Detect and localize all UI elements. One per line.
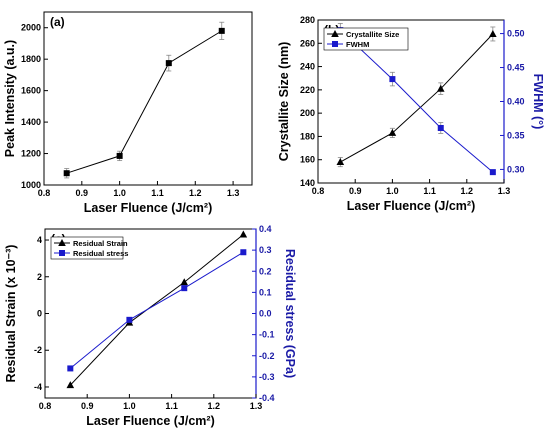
chart-b-x-tick-label: 1.1 bbox=[423, 186, 436, 196]
chart-b-y-tick-label: 160 bbox=[300, 155, 315, 165]
chart-c-y-tick-label: 0 bbox=[37, 309, 42, 319]
chart-c-x-tick-label: 0.8 bbox=[39, 401, 52, 411]
chart-a-y-tick-label: 1800 bbox=[21, 54, 41, 64]
chart-c-y-tick-label: -4 bbox=[34, 382, 42, 392]
chart-b-y-right-axis-title: FWHM (°) bbox=[531, 74, 545, 130]
chart-a-panel-label: (a) bbox=[50, 15, 65, 29]
chart-c-y-tick-label: 4 bbox=[37, 235, 42, 245]
chart-c-legend-marker bbox=[59, 250, 65, 256]
chart-c-x-tick-label: 1.0 bbox=[123, 401, 136, 411]
chart-b-y-right-tick-label: 0.30 bbox=[507, 164, 525, 174]
chart-c-y-right-tick-label: 0.4 bbox=[259, 224, 272, 234]
chart-a-x-tick-label: 0.8 bbox=[38, 188, 51, 198]
chart-c-y-right-tick-label: 0.2 bbox=[259, 266, 272, 276]
chart-b-y-tick-label: 180 bbox=[300, 131, 315, 141]
chart-b-series-0-point bbox=[336, 158, 345, 166]
chart-c-y-right-tick-label: -0.2 bbox=[259, 351, 275, 361]
chart-b-y-right-tick-label: 0.40 bbox=[507, 97, 525, 107]
chart-b-y-axis-title: Crystallite Size (nm) bbox=[277, 42, 291, 161]
chart-c-series-1-point bbox=[181, 285, 188, 292]
chart-c-y-right-tick-label: 0.3 bbox=[259, 245, 272, 255]
chart-b-y-tick-label: 140 bbox=[300, 178, 315, 188]
chart-a-x-tick-label: 1.3 bbox=[227, 188, 240, 198]
chart-a-x-axis-title: Laser Fluence (J/cm²) bbox=[84, 201, 213, 215]
chart-b-series-0-point bbox=[489, 29, 497, 37]
chart-c-legend-marker bbox=[58, 239, 66, 246]
chart-c-series-1-point bbox=[240, 249, 247, 256]
chart-c-legend-label: Residual stress bbox=[73, 249, 128, 258]
chart-c-y-right-tick-label: 0.0 bbox=[259, 309, 272, 319]
chart-b-series-1-point bbox=[389, 76, 396, 83]
chart-a-series-0-point bbox=[218, 27, 225, 34]
chart-a-x-tick-label: 1.0 bbox=[113, 188, 126, 198]
chart-b-y-right-tick-label: 0.50 bbox=[507, 29, 525, 39]
chart-a-series-0-line bbox=[66, 30, 223, 174]
chart-a-series-0-point bbox=[116, 152, 123, 159]
chart-b-x-tick-label: 0.8 bbox=[312, 186, 325, 196]
chart-b-y-tick-label: 260 bbox=[300, 38, 315, 48]
chart-a-x-tick-label: 1.2 bbox=[189, 188, 202, 198]
chart-c-x-tick-label: 0.9 bbox=[81, 401, 94, 411]
chart-c-y-right-tick-label: -0.4 bbox=[259, 393, 275, 403]
chart-a-y-tick-label: 1600 bbox=[21, 86, 41, 96]
chart-b-series-1-point bbox=[489, 169, 496, 176]
chart-a-series-0-point bbox=[63, 170, 70, 177]
chart-c-series-0-point bbox=[239, 230, 248, 238]
chart-c-series-0-point bbox=[180, 278, 189, 286]
chart-c-series-1-line bbox=[70, 251, 244, 369]
chart-b-series-0-line bbox=[340, 33, 494, 163]
chart-b-y-tick-label: 220 bbox=[300, 85, 315, 95]
chart-c-y-right-tick-label: -0.1 bbox=[259, 330, 275, 340]
chart-b-y-tick-label: 240 bbox=[300, 62, 315, 72]
chart-b-x-tick-label: 0.9 bbox=[349, 186, 362, 196]
chart-c-x-tick-label: 1.2 bbox=[208, 401, 221, 411]
chart-b-x-tick-label: 1.0 bbox=[386, 186, 399, 196]
chart-c-y-tick-label: -2 bbox=[34, 345, 42, 355]
chart-a-plot-frame bbox=[43, 11, 253, 186]
chart-c-y-axis-title: Residual Strain (x 10⁻³) bbox=[4, 245, 18, 383]
chart-b-legend-box bbox=[323, 27, 409, 51]
chart-a-y-tick-label: 1000 bbox=[21, 180, 41, 190]
chart-b-legend-marker bbox=[332, 41, 338, 47]
chart-a-y-tick-label: 2000 bbox=[21, 23, 41, 33]
chart-a-y-tick-label: 1400 bbox=[21, 117, 41, 127]
chart-b-series-1-line bbox=[339, 29, 494, 173]
chart-b-y-tick-label: 280 bbox=[300, 15, 315, 25]
chart-a-series-0-point bbox=[165, 60, 172, 67]
chart-c-series-1-point bbox=[67, 365, 74, 372]
chart-c-y-tick-label: 2 bbox=[37, 272, 42, 282]
chart-b-x-tick-label: 1.3 bbox=[498, 186, 511, 196]
chart-c-series-0-point bbox=[66, 381, 75, 389]
chart-b-series-0-point bbox=[436, 84, 445, 92]
chart-b-legend-marker bbox=[331, 30, 339, 37]
chart-c-series-1-point bbox=[126, 316, 133, 323]
chart-b-y-right-tick-label: 0.35 bbox=[507, 130, 525, 140]
chart-c-x-tick-label: 1.1 bbox=[165, 401, 178, 411]
chart-c-series-0-line bbox=[69, 234, 244, 386]
chart-c-y-right-tick-label: 0.1 bbox=[259, 287, 272, 297]
chart-b-series-1-point bbox=[437, 124, 444, 131]
chart-c-y-right-tick-label: -0.3 bbox=[259, 372, 275, 382]
chart-c-x-tick-label: 1.3 bbox=[250, 401, 263, 411]
chart-a-y-axis-title: Peak Intensity (a.u.) bbox=[3, 40, 17, 157]
chart-b-x-axis-title: Laser Fluence (J/cm²) bbox=[347, 199, 476, 213]
chart-a-y-tick-label: 1200 bbox=[21, 149, 41, 159]
chart-b-x-tick-label: 1.2 bbox=[461, 186, 474, 196]
chart-a-x-tick-label: 1.1 bbox=[151, 188, 164, 198]
chart-b-series-0-point bbox=[388, 128, 397, 136]
chart-c-y-right-axis-title: Residual stress (GPa) bbox=[283, 249, 297, 378]
chart-b-y-tick-label: 200 bbox=[300, 108, 315, 118]
chart-b-legend-label: FWHM bbox=[346, 40, 369, 49]
chart-c-x-axis-title: Laser Fluence (J/cm²) bbox=[86, 414, 215, 428]
chart-b-y-right-tick-label: 0.45 bbox=[507, 63, 525, 73]
chart-b-legend-label: Crystallite Size bbox=[346, 30, 399, 39]
chart-a-x-tick-label: 0.9 bbox=[76, 188, 89, 198]
chart-c-legend-label: Residual Strain bbox=[73, 239, 128, 248]
